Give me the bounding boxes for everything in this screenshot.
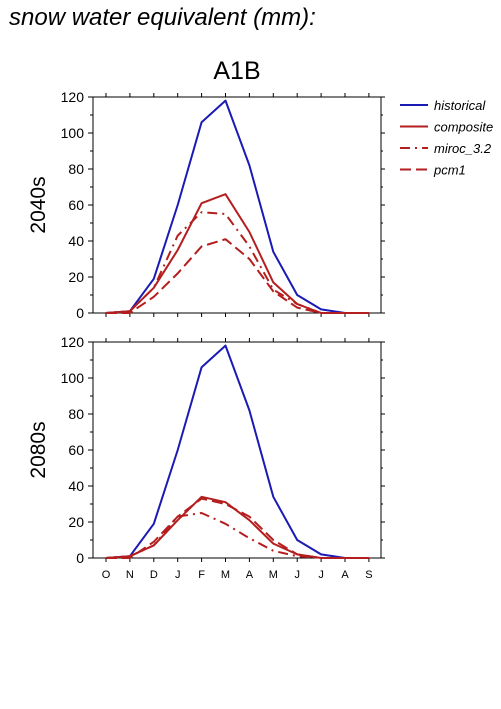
x-tick-label: A — [246, 569, 254, 581]
legend-item-composite: composite — [400, 120, 493, 135]
legend-label: pcm1 — [433, 163, 466, 178]
y-tick-label: 120 — [61, 89, 85, 105]
y-tick-label: 60 — [68, 197, 84, 213]
y-tick-label: 20 — [68, 514, 84, 530]
x-tick-label: D — [150, 569, 158, 581]
legend-item-miroc_3.2: miroc_3.2 — [400, 141, 492, 156]
panel-2040s: 0 20 40 60 80 100 120 2040s — [27, 89, 385, 321]
x-tick-label: M — [221, 569, 230, 581]
y-tick-label: 0 — [76, 305, 84, 321]
x-tick-label: J — [294, 569, 300, 581]
x-tick-label: M — [269, 569, 278, 581]
panels: 0 20 40 60 80 100 120 2040s 0 20 40 60 80 100 120 O N D J F… — [27, 89, 385, 581]
x-tick-label: N — [126, 569, 134, 581]
legend-item-pcm1: pcm1 — [400, 163, 466, 178]
x-tick-label: S — [365, 569, 372, 581]
series-line-pcm1 — [106, 497, 369, 559]
y-tick-label: 0 — [76, 550, 84, 566]
x-tick-label: A — [341, 569, 349, 581]
x-tick-label: F — [198, 569, 205, 581]
series-line-composite — [105, 495, 369, 559]
series-line-miroc_3.2 — [105, 211, 369, 314]
series-line-historical — [105, 99, 369, 314]
page-title: snow water equivalent (mm): — [9, 4, 316, 31]
y-axis-label: 2080s — [27, 421, 50, 478]
legend: historical composite miroc_3.2 pcm1 — [400, 98, 493, 178]
y-tick-label: 60 — [68, 442, 84, 458]
x-tick-label: J — [318, 569, 324, 581]
y-tick-label: 100 — [61, 125, 85, 141]
y-tick-label: 40 — [68, 233, 84, 249]
legend-label: historical — [434, 98, 486, 113]
y-axis-label: 2040s — [27, 176, 50, 233]
legend-item-historical: historical — [400, 98, 486, 113]
y-tick-label: 40 — [68, 478, 84, 494]
chart-title: A1B — [213, 57, 260, 85]
y-tick-label: 20 — [68, 269, 84, 285]
legend-label: miroc_3.2 — [434, 141, 492, 156]
legend-label: composite — [434, 120, 493, 135]
y-tick-label: 80 — [68, 406, 84, 422]
y-tick-label: 100 — [61, 370, 85, 386]
series-line-pcm1 — [106, 238, 369, 314]
x-tick-label: O — [102, 569, 111, 581]
series-line-historical — [105, 344, 369, 559]
x-tick-label: J — [175, 569, 181, 581]
y-tick-label: 80 — [68, 161, 84, 177]
panel-2080s: 0 20 40 60 80 100 120 O N D J F M A M J J A S 2080s — [27, 334, 385, 581]
y-tick-label: 120 — [61, 334, 85, 350]
